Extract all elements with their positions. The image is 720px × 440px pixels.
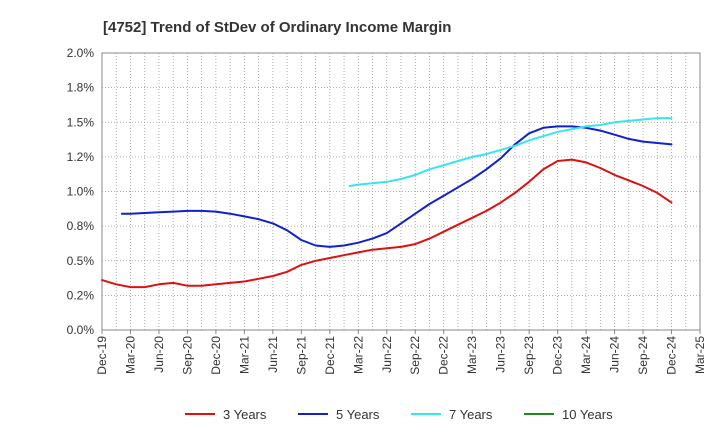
plot-frame: [101, 52, 701, 331]
y-tick-label: 0.8%: [67, 219, 95, 233]
series-line-5-years: [120, 125, 673, 248]
legend-label: 7 Years: [449, 407, 493, 422]
x-tick-label: Mar-24: [579, 336, 593, 374]
x-tick-label: Jun-21: [266, 336, 280, 373]
x-tick-label: Sep-23: [522, 336, 536, 375]
chart-title: [4752] Trend of StDev of Ordinary Income…: [103, 19, 451, 36]
x-tick-label: Mar-22: [351, 336, 365, 374]
x-tick-label: Jun-23: [494, 336, 508, 373]
x-tick-label: Sep-21: [294, 336, 308, 375]
series-line-7-years: [348, 117, 673, 187]
x-tick-label: Sep-24: [636, 336, 650, 375]
legend: 3 Years 5 Years 7 Years 10 Years: [185, 407, 613, 422]
x-tick-label: Dec-24: [665, 336, 679, 375]
axes: 0.0% 0.2% 0.5% 0.8% 1.0% 1.2% 1.5% 1.8% 2.0% Dec-…: [67, 46, 707, 375]
grid: [101, 52, 701, 331]
x-tick-label: Dec-23: [551, 336, 565, 375]
x-tick-label: Dec-20: [209, 336, 223, 375]
y-tick-label: 1.5%: [67, 115, 95, 129]
y-tick-label: 1.8%: [67, 81, 95, 95]
x-tick-label: Mar-20: [123, 336, 137, 374]
series-line-3-years: [101, 158, 673, 289]
x-tick-label: Mar-23: [465, 336, 479, 374]
x-tick-label: Dec-22: [437, 336, 451, 375]
legend-label: 10 Years: [562, 407, 613, 422]
x-tick-label: Jun-22: [380, 336, 394, 373]
x-tick-label: Mar-21: [237, 336, 251, 374]
x-tick-label: Sep-20: [180, 336, 194, 375]
x-tick-label: Dec-19: [95, 336, 109, 375]
y-tick-label: 0.2%: [67, 288, 95, 302]
x-tick-label: Sep-22: [408, 336, 422, 375]
x-tick-label: Jun-20: [152, 336, 166, 373]
legend-label: 3 Years: [223, 407, 267, 422]
legend-label: 5 Years: [336, 407, 380, 422]
y-tick-label: 1.2%: [67, 150, 95, 164]
y-tick-label: 0.0%: [67, 323, 95, 337]
x-tick-label: Mar-25: [693, 336, 707, 374]
y-tick-label: 1.0%: [67, 185, 95, 199]
x-tick-label: Jun-24: [608, 336, 622, 373]
y-tick-label: 2.0%: [67, 46, 95, 60]
x-tick-label: Dec-21: [323, 336, 337, 375]
y-tick-label: 0.5%: [67, 254, 95, 268]
series-lines: [101, 117, 673, 289]
